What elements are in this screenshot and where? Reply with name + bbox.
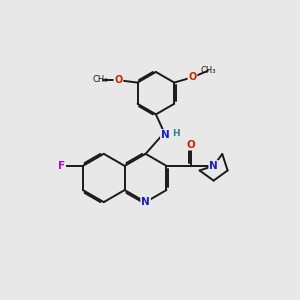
Text: F: F [58,161,65,171]
Text: N: N [141,197,150,207]
Text: CH₃: CH₃ [200,66,216,75]
Text: O: O [188,72,196,82]
Text: N: N [161,130,170,140]
Text: O: O [114,75,122,85]
Text: CH₃: CH₃ [93,75,109,84]
Text: H: H [172,129,179,138]
Text: N: N [209,161,218,171]
Text: O: O [186,140,195,150]
